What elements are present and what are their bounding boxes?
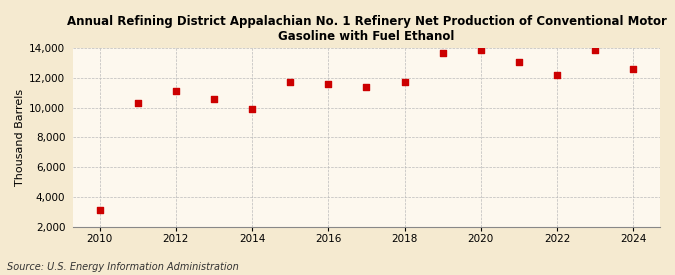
Title: Annual Refining District Appalachian No. 1 Refinery Net Production of Convention: Annual Refining District Appalachian No.… xyxy=(67,15,666,43)
Point xyxy=(628,67,639,71)
Point xyxy=(399,80,410,85)
Point xyxy=(437,51,448,55)
Point xyxy=(514,59,524,64)
Point xyxy=(209,97,219,101)
Point xyxy=(323,82,333,86)
Y-axis label: Thousand Barrels: Thousand Barrels xyxy=(15,89,25,186)
Point xyxy=(171,89,182,94)
Point xyxy=(285,80,296,85)
Text: Source: U.S. Energy Information Administration: Source: U.S. Energy Information Administ… xyxy=(7,262,238,272)
Point xyxy=(246,107,257,111)
Point xyxy=(95,208,105,212)
Point xyxy=(551,73,562,77)
Point xyxy=(475,48,486,52)
Point xyxy=(132,101,143,106)
Point xyxy=(590,48,601,52)
Point xyxy=(361,85,372,89)
